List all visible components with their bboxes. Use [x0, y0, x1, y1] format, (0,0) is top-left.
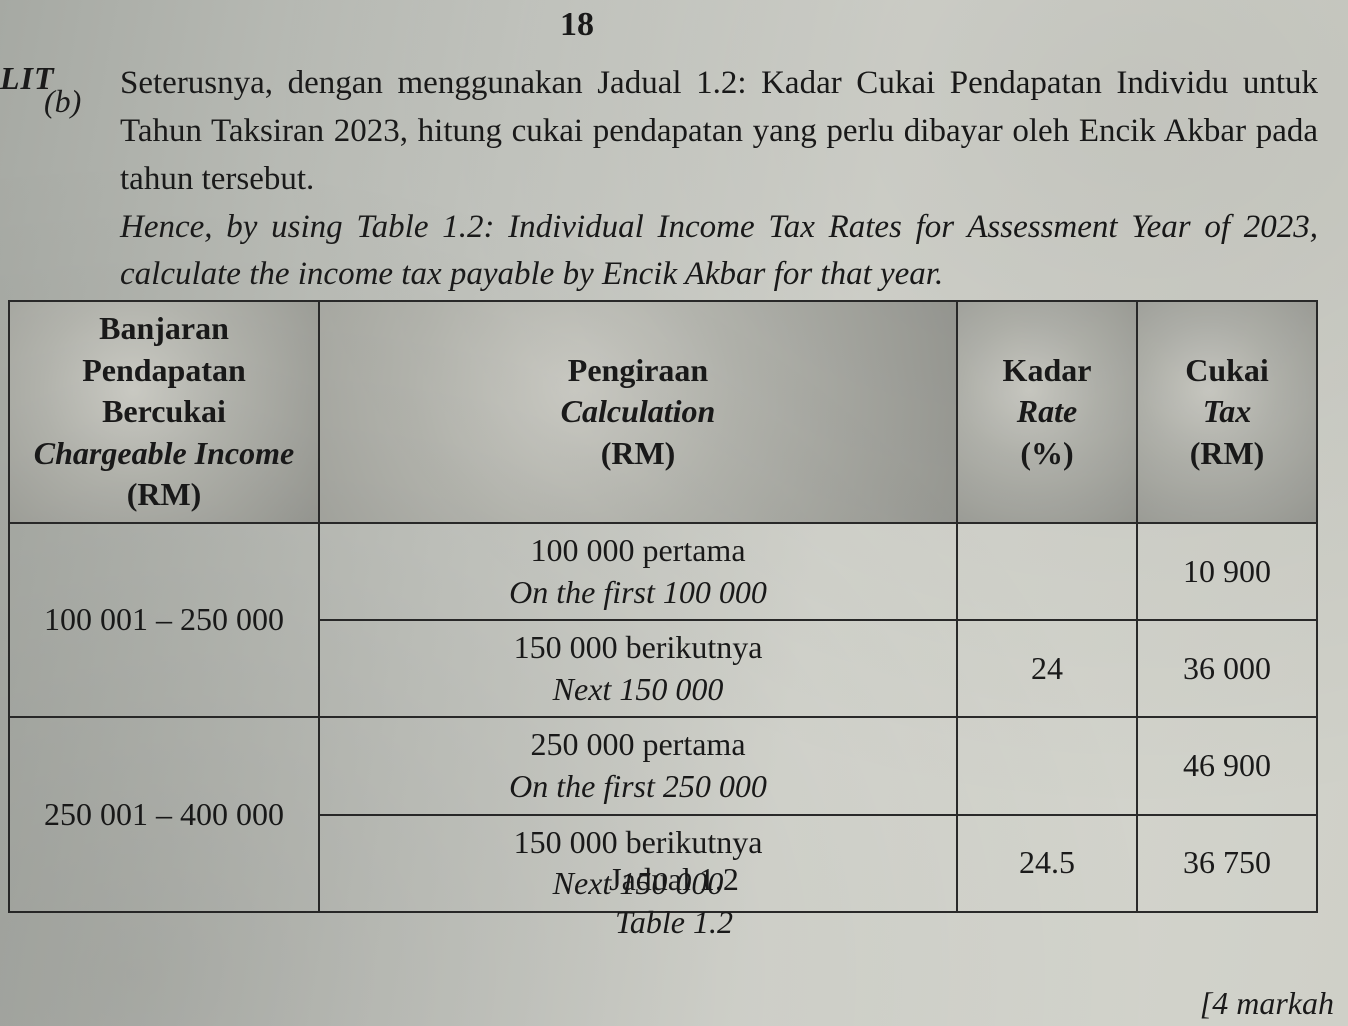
- header-text-en: Rate: [970, 391, 1124, 433]
- document-page: 18 LIT (b) Seterusnya, dengan menggunaka…: [0, 0, 1348, 1026]
- page-number: 18: [560, 6, 594, 44]
- table-row: 250 001 – 400 000 250 000 pertama On the…: [9, 717, 1317, 814]
- cell-text-ms: 150 000 berikutnya: [514, 824, 763, 860]
- header-unit: (%): [1020, 435, 1073, 471]
- cell-rate: [957, 523, 1137, 620]
- header-unit: (RM): [127, 476, 202, 512]
- cell-tax: 10 900: [1137, 523, 1317, 620]
- header-chargeable-income: Banjaran Pendapatan Bercukai Chargeable …: [9, 301, 319, 523]
- tax-table-container: Banjaran Pendapatan Bercukai Chargeable …: [8, 300, 1318, 913]
- cell-calculation: 100 000 pertama On the first 100 000: [319, 523, 957, 620]
- cell-text-en: On the first 250 000: [332, 766, 944, 808]
- table-caption: Jadual 1.2 Table 1.2: [0, 858, 1348, 944]
- header-text-ms: Cukai: [1185, 352, 1269, 388]
- cell-text-ms: 100 000 pertama: [530, 532, 745, 568]
- header-text-en: Chargeable Income: [22, 433, 306, 475]
- cell-tax: 46 900: [1137, 717, 1317, 814]
- cell-calculation: 250 000 pertama On the first 250 000: [319, 717, 957, 814]
- tax-rate-table: Banjaran Pendapatan Bercukai Chargeable …: [8, 300, 1318, 913]
- cell-income-range: 100 001 – 250 000: [9, 523, 319, 717]
- table-header-row: Banjaran Pendapatan Bercukai Chargeable …: [9, 301, 1317, 523]
- cell-calculation: 150 000 berikutnya Next 150 000: [319, 620, 957, 717]
- header-calculation: Pengiraan Calculation (RM): [319, 301, 957, 523]
- cell-text-en: On the first 100 000: [332, 572, 944, 614]
- header-tax: Cukai Tax (RM): [1137, 301, 1317, 523]
- cell-text-ms: 250 000 pertama: [530, 726, 745, 762]
- question-body: Seterusnya, dengan menggunakan Jadual 1.…: [120, 60, 1318, 299]
- cell-tax: 36 000: [1137, 620, 1317, 717]
- cell-text-en: Next 150 000: [332, 669, 944, 711]
- cell-text-ms: 150 000 berikutnya: [514, 629, 763, 665]
- paragraph-ms: Seterusnya, dengan menggunakan Jadual 1.…: [120, 65, 1318, 197]
- cell-rate: [957, 717, 1137, 814]
- header-rate: Kadar Rate (%): [957, 301, 1137, 523]
- header-unit: (RM): [1190, 435, 1265, 471]
- table-row: 100 001 – 250 000 100 000 pertama On the…: [9, 523, 1317, 620]
- header-text-ms: Banjaran Pendapatan Bercukai: [82, 310, 246, 429]
- header-text-ms: Pengiraan: [568, 352, 708, 388]
- header-text-en: Tax: [1150, 391, 1304, 433]
- header-unit: (RM): [601, 435, 676, 471]
- caption-en: Table 1.2: [0, 901, 1348, 944]
- caption-ms: Jadual 1.2: [609, 861, 739, 897]
- header-text-ms: Kadar: [1003, 352, 1092, 388]
- cell-rate: 24: [957, 620, 1137, 717]
- paragraph-en: Hence, by using Table 1.2: Individual In…: [120, 209, 1318, 293]
- question-label: (b): [44, 83, 81, 120]
- header-text-en: Calculation: [332, 391, 944, 433]
- marks-label: [4 markah: [1200, 985, 1334, 1022]
